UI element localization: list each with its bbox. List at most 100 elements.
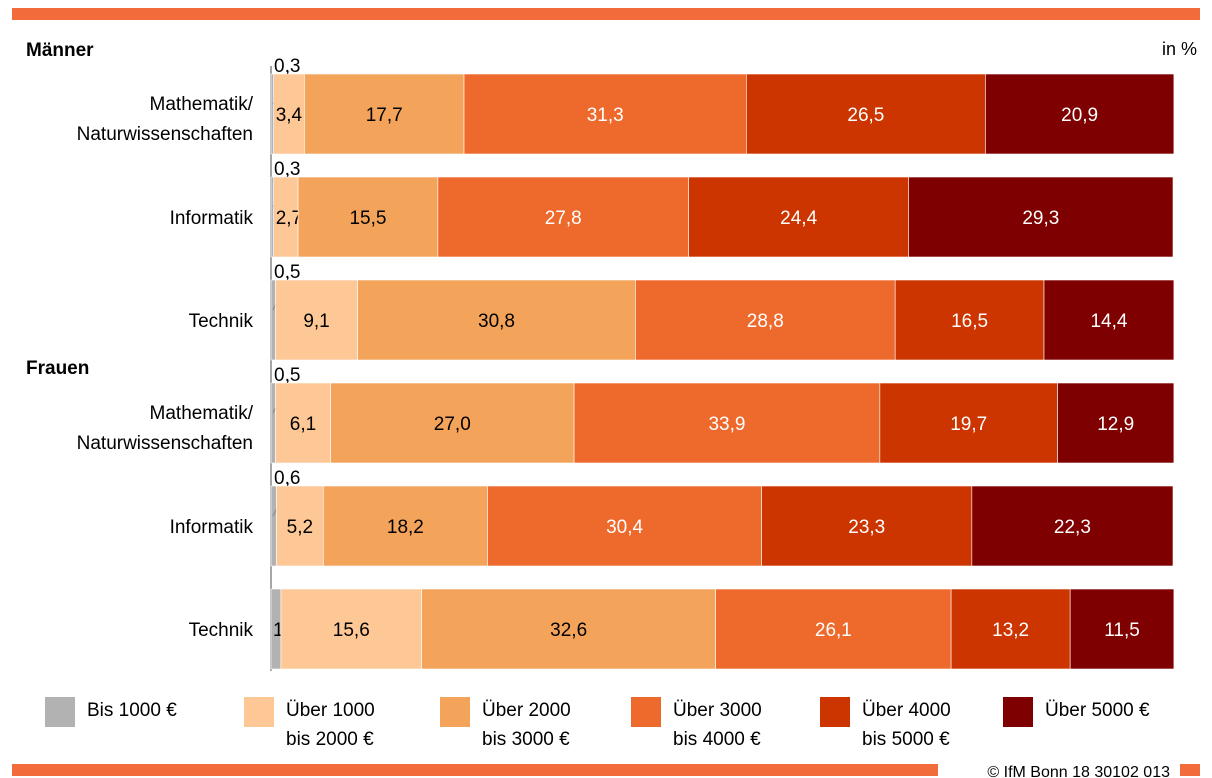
group-label: Männer xyxy=(26,40,94,61)
value-label: 6,1 xyxy=(290,414,316,435)
value-label: 16,5 xyxy=(951,311,988,332)
bar-segment xyxy=(275,279,358,361)
value-label: 31,3 xyxy=(587,105,624,126)
legend-swatch xyxy=(440,697,470,727)
bar-segment xyxy=(1043,279,1175,361)
legend-label: bis 3000 € xyxy=(482,729,570,750)
legend-label: Über 4000 xyxy=(862,700,951,721)
bar-segment xyxy=(270,176,275,258)
value-label: 27,8 xyxy=(545,208,582,229)
value-label: 19,7 xyxy=(950,414,987,435)
value-label: 20,9 xyxy=(1061,105,1098,126)
legend-swatch xyxy=(1003,697,1033,727)
bar-segment xyxy=(270,279,276,361)
bar-segment xyxy=(276,485,324,567)
bar-segment xyxy=(273,73,305,155)
legend-label: bis 4000 € xyxy=(673,729,761,750)
bar-segment xyxy=(297,176,439,258)
bar-segment xyxy=(304,73,465,155)
bar-segment xyxy=(573,382,881,464)
bar-segment xyxy=(357,279,636,361)
value-label: 32,6 xyxy=(550,620,587,641)
bar-segment xyxy=(985,73,1175,155)
bar-segment xyxy=(688,176,910,258)
value-label: 23,3 xyxy=(848,517,885,538)
value-label: 11,5 xyxy=(1104,620,1140,641)
bar-segment xyxy=(270,382,276,464)
bar-segment xyxy=(1057,382,1175,464)
value-label: 29,3 xyxy=(1022,208,1059,229)
legend-label: Bis 1000 € xyxy=(87,700,177,721)
category-label: Informatik xyxy=(170,208,254,229)
bar-segment xyxy=(463,73,747,155)
bar-segment xyxy=(275,382,331,464)
value-label: 26,5 xyxy=(847,105,884,126)
legend-label: Über 1000 xyxy=(286,700,375,721)
legend-swatch xyxy=(820,697,850,727)
category-label: Mathematik/ xyxy=(150,403,254,424)
value-label: 13,2 xyxy=(992,620,1029,641)
bar-segment xyxy=(894,279,1045,361)
bar-segment xyxy=(273,176,299,258)
value-label: 0,5 xyxy=(274,365,300,386)
value-label: 0,6 xyxy=(274,468,300,489)
legend-label: Über 5000 € xyxy=(1045,700,1150,721)
top-accent-bar xyxy=(12,8,1200,20)
bar-segment xyxy=(323,485,488,567)
bar-segment xyxy=(746,73,986,155)
value-label: 22,3 xyxy=(1054,517,1091,538)
category-label: Naturwissenschaften xyxy=(77,433,253,454)
bar-segment xyxy=(421,588,716,670)
value-label: 15,6 xyxy=(333,620,370,641)
value-label: 26,1 xyxy=(815,620,852,641)
group-label: Frauen xyxy=(26,358,89,379)
value-label: 15,5 xyxy=(349,208,386,229)
bar-segment xyxy=(715,588,952,670)
bar-segment xyxy=(437,176,689,258)
bar-segment xyxy=(487,485,762,567)
value-label: 9,1 xyxy=(303,311,329,332)
bar-segment xyxy=(908,176,1174,258)
value-label: 12,9 xyxy=(1097,414,1134,435)
bar-segment xyxy=(280,588,422,670)
value-label: 30,8 xyxy=(478,311,515,332)
value-label: 27,0 xyxy=(434,414,471,435)
legend-label: Über 2000 xyxy=(482,700,571,721)
value-label: 0,3 xyxy=(274,159,300,180)
category-label: Informatik xyxy=(170,517,254,538)
value-label: 14,4 xyxy=(1090,311,1127,332)
value-label: 24,4 xyxy=(780,208,817,229)
category-label: Naturwissenschaften xyxy=(77,124,253,145)
value-label: 28,8 xyxy=(747,311,784,332)
category-label: Mathematik/ xyxy=(150,94,254,115)
copyright-note: © IfM Bonn 18 30102 013 xyxy=(987,764,1170,778)
bar-segment xyxy=(971,485,1174,567)
unit-label: in % xyxy=(1162,39,1197,59)
legend-swatch xyxy=(631,697,661,727)
value-label: 0,3 xyxy=(274,56,300,77)
legend-swatch xyxy=(244,697,274,727)
category-label: Technik xyxy=(189,311,254,332)
bar-segment xyxy=(270,485,277,567)
bottom-accent-bar-left xyxy=(12,764,938,776)
bar-segment xyxy=(270,73,275,155)
legend-label: Über 3000 xyxy=(673,700,762,721)
value-label: 3,4 xyxy=(276,105,303,126)
value-label: 18,2 xyxy=(387,517,424,538)
bottom-accent-bar-right xyxy=(1180,764,1200,776)
value-label: 30,4 xyxy=(606,517,643,538)
value-label: 2,7 xyxy=(276,208,302,229)
bar-segment xyxy=(1069,588,1175,670)
bar-segment xyxy=(635,279,896,361)
value-label: 5,2 xyxy=(287,517,313,538)
bar-segment xyxy=(950,588,1071,670)
bar-segment xyxy=(330,382,575,464)
legend-label: bis 2000 € xyxy=(286,729,374,750)
legend-label: bis 5000 € xyxy=(862,729,950,750)
value-label: 33,9 xyxy=(708,414,745,435)
value-label: 17,7 xyxy=(366,105,403,126)
value-label: 0,5 xyxy=(274,262,300,283)
legend-swatch xyxy=(45,697,75,727)
category-label: Technik xyxy=(189,620,254,641)
